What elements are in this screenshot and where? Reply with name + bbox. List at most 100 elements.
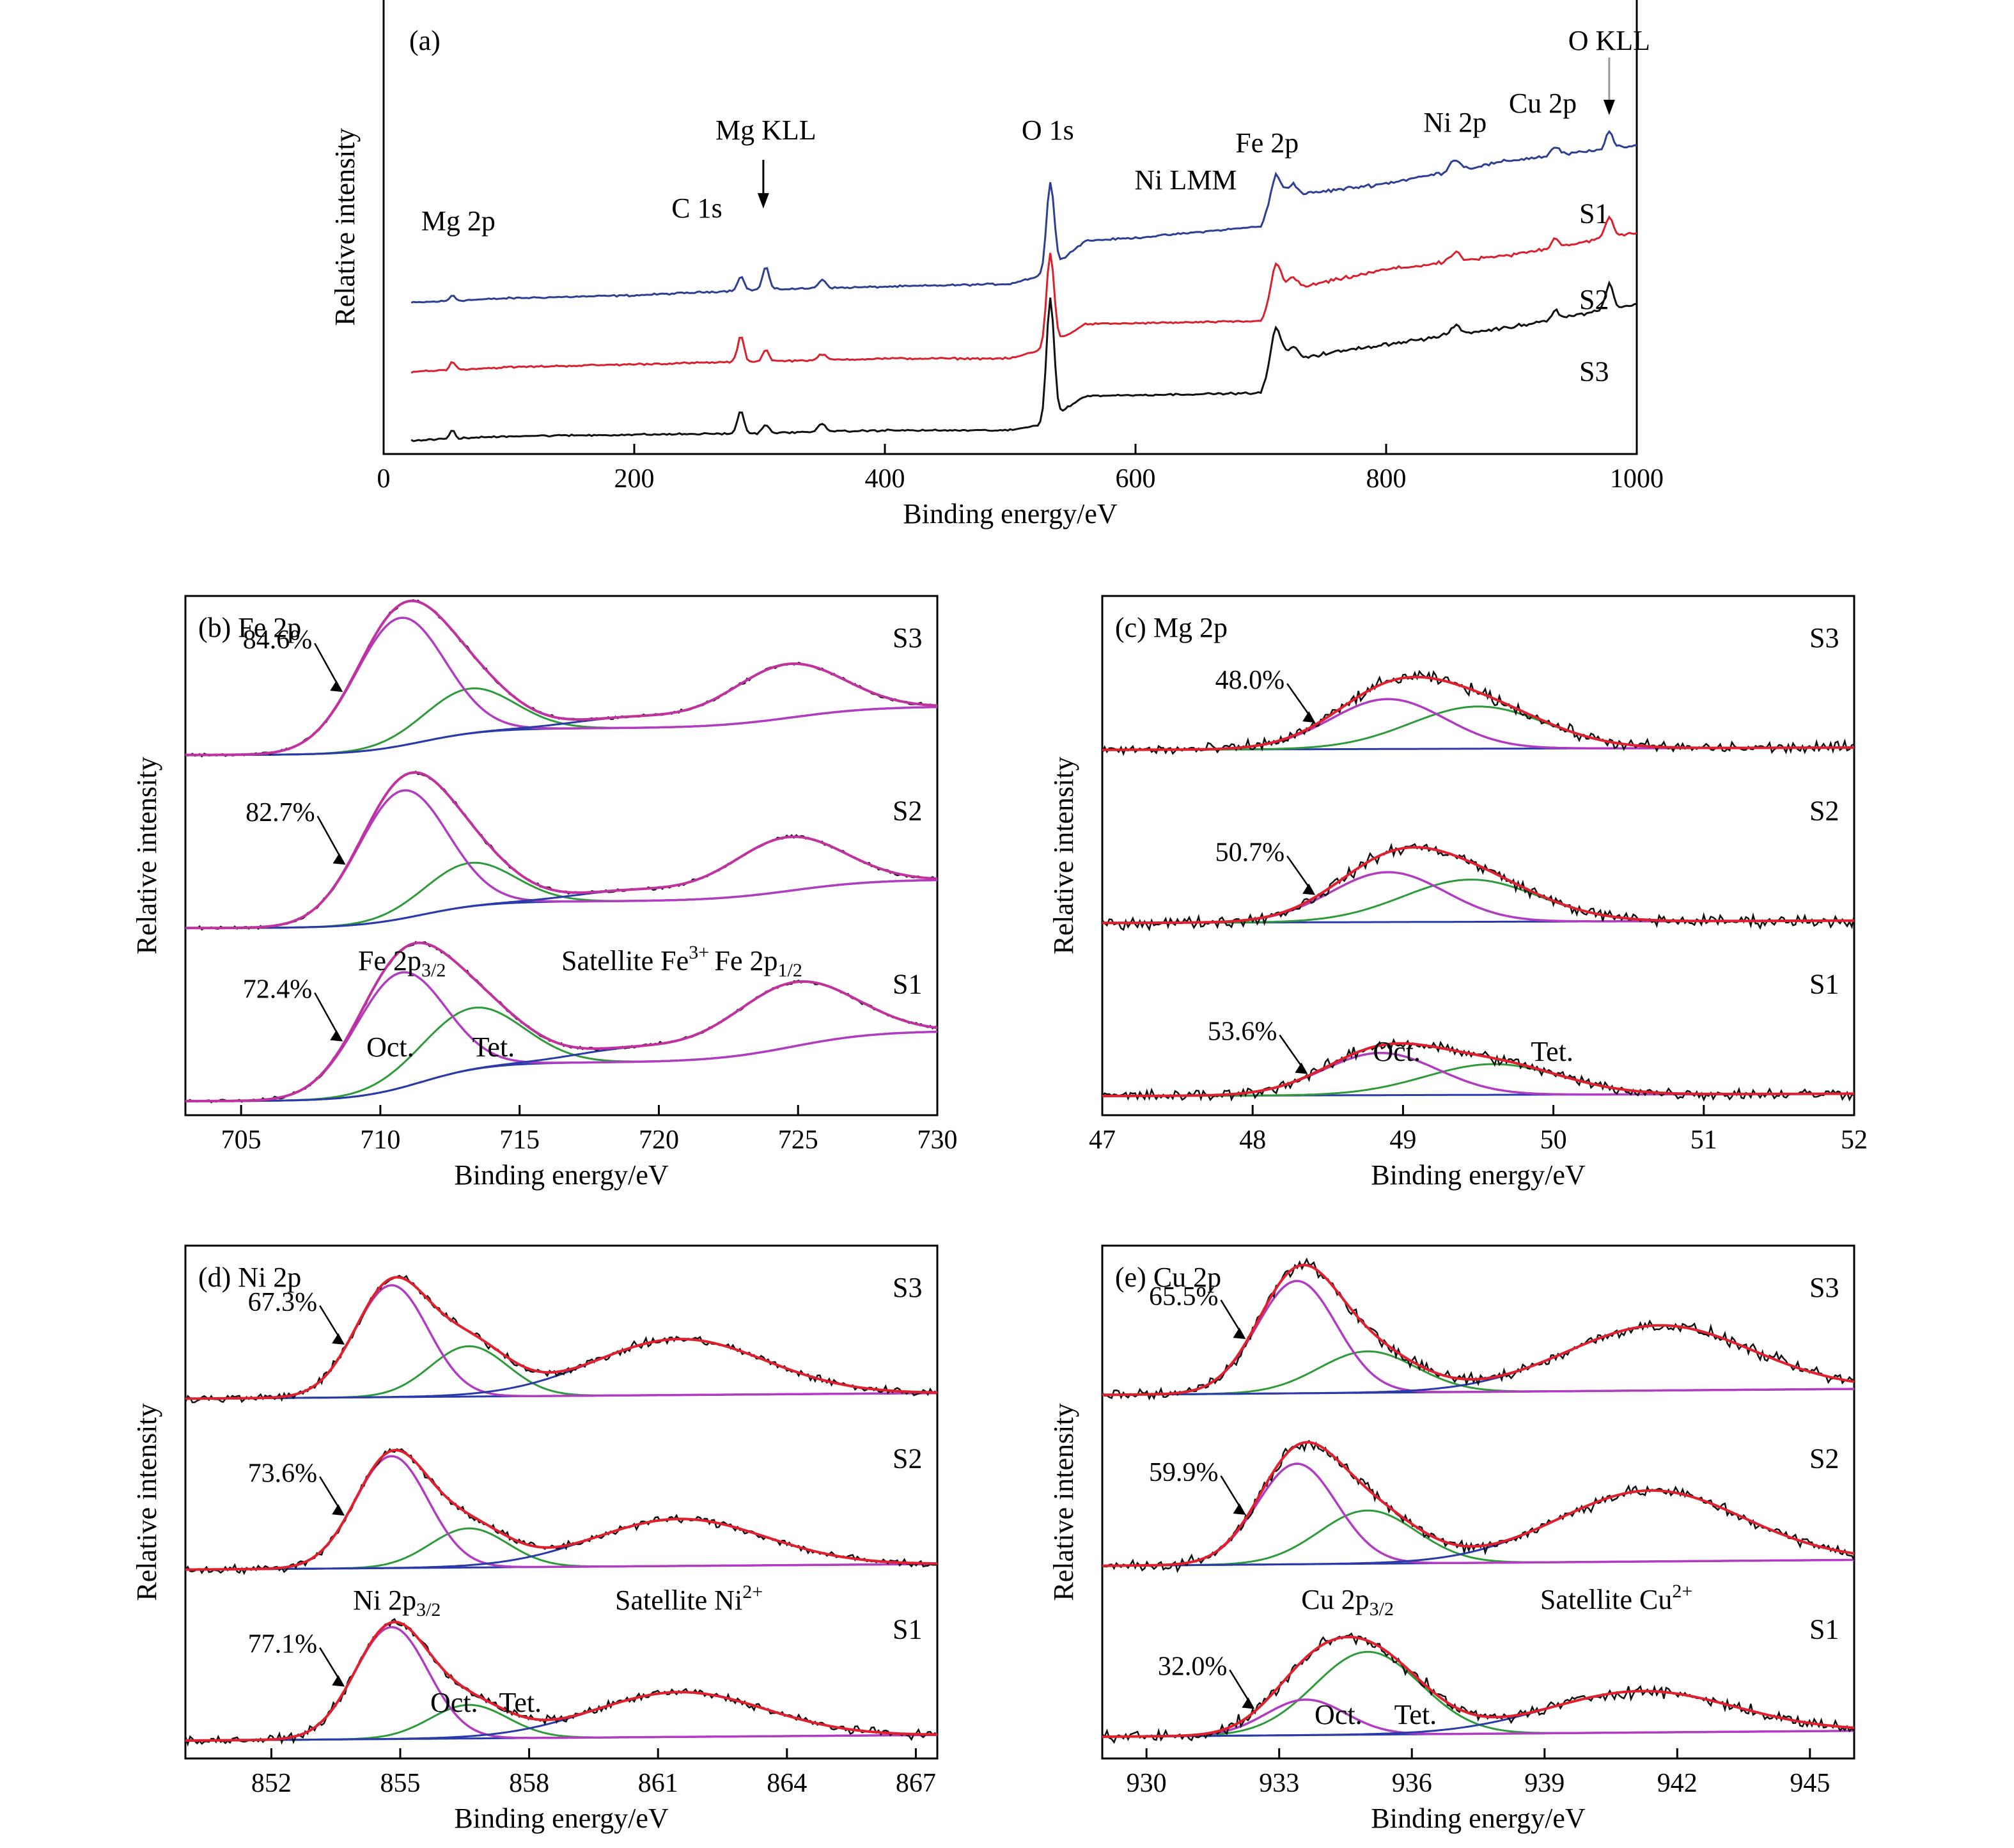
x-tick-label: 710 — [360, 1125, 400, 1155]
spectrum-S1: S1 32.0% — [1102, 1614, 1855, 1744]
percent-arrowhead — [1295, 1062, 1308, 1074]
peak-label: O KLL — [1568, 25, 1650, 56]
plot-frame — [184, 1244, 939, 1760]
x-tick-label: 858 — [509, 1769, 549, 1798]
percent-arrowhead — [330, 680, 343, 693]
series-label-S3: S3 — [1579, 356, 1609, 387]
x-tick-label: 600 — [1116, 464, 1156, 494]
percent-arrowhead — [1233, 1503, 1246, 1515]
percent-label: 73.6% — [248, 1459, 318, 1488]
panel-b-axes: 705 710 715 720 725 730 Binding energy/eV Relat… — [131, 595, 958, 1191]
percent-arrowhead — [1302, 883, 1316, 895]
y-axis-label: Relative intensity — [131, 1403, 162, 1601]
plot-frame — [184, 595, 939, 1116]
tet-fit — [1102, 1063, 1854, 1097]
panel-e-label: (e) Cu 2p — [1115, 1262, 1221, 1293]
peak-label: O 1s — [1022, 114, 1074, 146]
series-label-S1: S1 — [893, 1614, 922, 1645]
satellite-fit — [185, 1338, 937, 1400]
x-axis-label: Binding energy/eV — [1371, 1159, 1585, 1191]
series-label-S1: S1 — [1579, 198, 1609, 229]
x-tick-label: 49 — [1389, 1125, 1416, 1155]
peak-annotation: Satellite Ni2+ — [615, 1581, 763, 1616]
percent-label: 59.9% — [1149, 1458, 1219, 1487]
percent-arrowhead — [332, 853, 346, 865]
peak-annotation: Tet. — [499, 1687, 542, 1718]
peak-annotation: Satellite Fe3+ — [561, 942, 709, 976]
panel-d-axes: 852 855 858 861 864 867 Binding energy/eV Relat… — [131, 1244, 939, 1834]
x-tick-label: 867 — [896, 1769, 936, 1798]
peak-annotation: Satellite Cu2+ — [1540, 1581, 1692, 1615]
peak-annotation: Oct. — [366, 1031, 414, 1063]
spectrum-S2: S2 73.6% — [185, 1443, 937, 1576]
series-label-S2: S2 — [1809, 795, 1839, 827]
peak-annotation: Cu 2p3/2 — [1301, 1584, 1394, 1620]
o-kll-arrowhead — [1603, 100, 1615, 115]
percent-label: 72.4% — [243, 975, 313, 1005]
peak-label: Mg 2p — [421, 205, 496, 237]
series-label-S3: S3 — [1809, 1272, 1839, 1303]
x-tick-label: 400 — [865, 464, 905, 494]
x-tick-label: 930 — [1127, 1769, 1167, 1798]
envelope-fit — [185, 1620, 938, 1742]
envelope-fit — [1102, 1042, 1854, 1097]
raw-spectrum — [1102, 1257, 1854, 1401]
percent-label: 48.0% — [1215, 666, 1285, 695]
x-tick-label: 864 — [767, 1769, 807, 1798]
percent-label: 65.5% — [1149, 1282, 1219, 1312]
y-axis-label: Relative intensity — [329, 128, 361, 325]
x-tick-label: 945 — [1790, 1769, 1830, 1798]
peak-label: Fe 2p — [1235, 127, 1299, 159]
envelope-fit — [1102, 1441, 1855, 1567]
tet-fit — [1102, 705, 1854, 751]
x-axis-label: Binding energy/eV — [454, 1159, 668, 1191]
percent-arrowhead — [332, 1675, 345, 1687]
x-tick-label: 855 — [380, 1769, 421, 1798]
envelope-fit — [1102, 1264, 1855, 1397]
x-tick-label: 939 — [1524, 1769, 1565, 1798]
envelope-fit — [185, 599, 938, 756]
tet-fit — [185, 1006, 938, 1102]
x-tick-label: 47 — [1089, 1125, 1116, 1155]
peak-annotation: Ni 2p3/2 — [353, 1585, 441, 1620]
series-label-S2: S2 — [893, 1443, 922, 1474]
x-tick-label: 48 — [1239, 1125, 1266, 1155]
x-tick-label: 1000 — [1610, 464, 1664, 494]
raw-spectrum — [185, 770, 938, 931]
spectrum-S2: S2 82.7% — [185, 770, 938, 931]
y-axis-label: Relative intensity — [1048, 756, 1079, 954]
percent-label: 32.0% — [1158, 1652, 1228, 1682]
percent-arrowhead — [1302, 711, 1316, 723]
x-tick-label: 852 — [251, 1769, 292, 1798]
peak-annotation: Fe 2p1/2 — [715, 945, 802, 981]
y-axis-label: Relative intensity — [131, 756, 162, 954]
spectrum-S1: S1 77.1% — [184, 1614, 938, 1747]
mg-kll-arrowhead — [757, 193, 769, 208]
panel-c-label: (c) Mg 2p — [1115, 612, 1228, 643]
peak-annotation: Tet. — [1531, 1036, 1573, 1067]
series-label-S2: S2 — [893, 795, 922, 827]
satellite-fit — [185, 836, 938, 929]
percent-label: 50.7% — [1215, 838, 1285, 868]
x-tick-label: 725 — [778, 1125, 818, 1155]
x-tick-label: 720 — [639, 1125, 679, 1155]
panel-a-axes: 0 200 400 600 800 1000 Binding energy/eV Relati… — [329, 0, 1664, 529]
peak-label: Ni LMM — [1134, 164, 1237, 196]
percent-label: 67.3% — [248, 1288, 318, 1317]
spectrum-S1: S1 53.6% — [1102, 968, 1855, 1102]
series-label-S3: S3 — [893, 622, 922, 654]
envelope-fit — [1102, 675, 1854, 751]
panel-b-label: (b) Fe 2p — [198, 612, 301, 643]
percent-arrowhead — [1242, 1697, 1255, 1709]
peak-annotation: Tet. — [472, 1031, 515, 1063]
envelope-fit — [185, 1448, 937, 1571]
series-label-S3: S3 — [1809, 622, 1839, 654]
raw-spectrum — [1102, 1038, 1855, 1102]
plot-frame — [1101, 595, 1855, 1116]
series-label-S1: S1 — [1809, 1614, 1839, 1645]
x-tick-label: 800 — [1366, 464, 1407, 494]
x-tick-label: 200 — [614, 464, 655, 494]
spectrum-S2: S2 50.7% — [1101, 795, 1855, 932]
spectrum-S2: S2 59.9% — [1102, 1439, 1855, 1574]
x-tick-label: 942 — [1657, 1769, 1698, 1798]
